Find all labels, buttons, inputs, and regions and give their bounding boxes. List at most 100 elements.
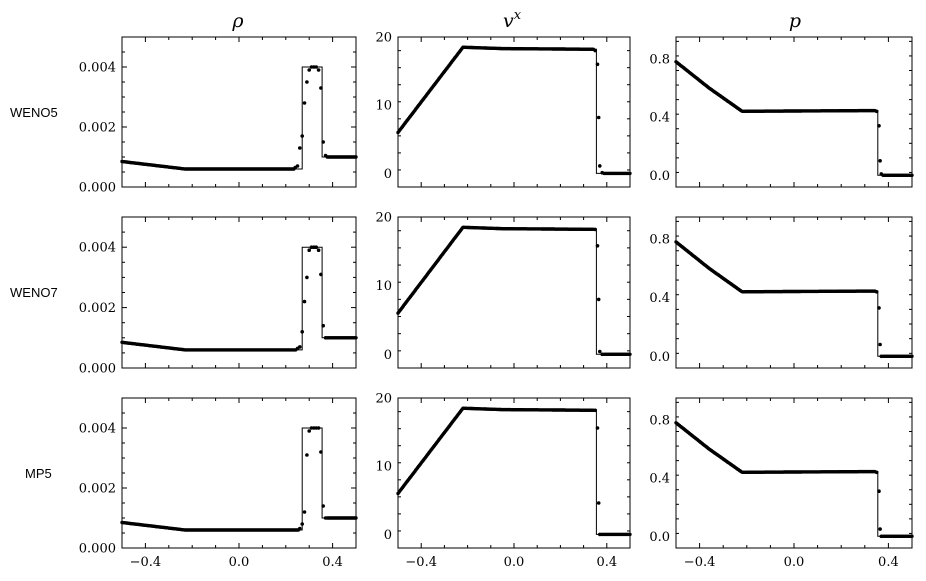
axes-frame	[397, 397, 631, 549]
data-point	[595, 426, 600, 430]
data-point	[598, 349, 602, 354]
x-tick-label: −0.4	[684, 555, 716, 570]
y-tick-label: 0	[384, 348, 392, 363]
row-label-weno5: WENO5	[10, 105, 58, 120]
x-tick-label: −0.4	[130, 555, 162, 570]
data-point	[314, 65, 319, 69]
data-point	[319, 450, 323, 454]
y-tick-label: 0.004	[79, 241, 116, 256]
y-tick-label: 10	[375, 460, 392, 475]
y-tick-label: 10	[375, 99, 392, 114]
exact-solution-line	[675, 422, 912, 537]
exact-solution-line	[121, 66, 356, 170]
data-point	[323, 153, 328, 158]
y-tick-label: 0.4	[649, 111, 670, 126]
exact-solution-line	[675, 61, 912, 176]
exact-solution-line	[121, 427, 356, 531]
x-tick-label: 0.4	[596, 555, 617, 570]
data-point	[877, 306, 881, 310]
data-point	[598, 532, 602, 537]
row-label-mp5: MP5	[25, 466, 52, 481]
y-tick-label: 0.8	[649, 232, 670, 247]
data-point	[295, 164, 300, 168]
data-point	[874, 290, 879, 294]
y-tick-label: 0.002	[79, 482, 116, 497]
data-point	[879, 354, 884, 359]
y-tick-label: 0.8	[649, 413, 670, 428]
y-tick-label: 0.002	[79, 301, 116, 316]
panel-weno5-1: 0 10 20	[375, 31, 632, 188]
data-point	[874, 470, 879, 475]
x-tick-label: 0.0	[784, 555, 805, 570]
y-tick-label: 0.4	[649, 291, 670, 306]
panel-weno7-0: 0.000 0.002 0.004	[79, 216, 358, 377]
panel-weno5-2: 0.0 0.4 0.8	[649, 36, 914, 188]
data-point	[302, 510, 307, 514]
x-tick-label: 0.4	[322, 555, 343, 570]
panel-mp5-2: 0.0 0.4 0.8 −0.4 0.0 0.4	[649, 397, 914, 570]
axes-frame	[397, 36, 631, 188]
panel-weno7-2: 0.0 0.4 0.8	[649, 216, 914, 369]
y-tick-label: 20	[375, 211, 392, 226]
data-point	[879, 534, 884, 539]
data-point	[319, 272, 323, 277]
y-tick-label: 0.000	[79, 542, 116, 557]
data-point	[305, 80, 309, 84]
data-point	[300, 134, 305, 138]
data-point	[314, 245, 319, 249]
data-point	[593, 48, 597, 53]
panels-container: 0.0000.0020.004010200.00.40.80.0000.0020…	[79, 31, 914, 570]
data-point	[874, 109, 879, 114]
data-point	[593, 227, 597, 232]
data-point	[595, 62, 600, 67]
data-point	[600, 170, 604, 175]
data-point	[302, 299, 307, 304]
exact-solution-line	[397, 226, 630, 355]
panel-weno7-1: 0 10 20	[375, 211, 632, 369]
data-point	[316, 248, 321, 252]
data-point	[878, 159, 882, 163]
panel-mp5-1: 0 10 20 −0.4 0.0 0.4	[375, 392, 632, 570]
data-point	[600, 352, 604, 357]
data-point	[596, 297, 601, 302]
data-point	[593, 408, 597, 413]
y-tick-label: 0.0	[649, 530, 670, 545]
data-point	[300, 330, 305, 334]
data-point	[300, 522, 305, 526]
data-point	[877, 489, 881, 494]
y-tick-label: 0.4	[649, 472, 670, 487]
data-point	[879, 172, 884, 176]
data-point	[321, 140, 326, 144]
y-tick-label: 0.000	[79, 181, 116, 196]
exact-solution-line	[675, 241, 912, 357]
data-point	[598, 164, 602, 168]
data-point	[323, 516, 328, 520]
data-point	[878, 342, 882, 347]
panel-weno5-0: 0.000 0.002 0.004	[79, 36, 358, 196]
data-point	[305, 453, 309, 457]
data-point	[877, 124, 881, 128]
data-point	[307, 68, 312, 72]
data-point	[321, 504, 326, 508]
column-title-vx: vx	[503, 8, 522, 32]
y-tick-label: 20	[375, 31, 392, 46]
x-tick-label: 0.4	[878, 555, 899, 570]
data-point	[305, 275, 309, 280]
data-point	[595, 244, 600, 248]
x-tick-label: 0.0	[229, 555, 250, 570]
y-tick-label: 20	[375, 392, 392, 407]
y-tick-label: 0.0	[649, 169, 670, 184]
data-point	[321, 323, 326, 328]
y-tick-label: 0.0	[649, 350, 670, 365]
y-tick-label: 0	[384, 528, 392, 543]
column-title-rho: ρ	[231, 10, 244, 32]
data-point	[302, 101, 307, 105]
panel-mp5-0: 0.000 0.002 0.004 −0.4 0.0 0.4	[79, 397, 358, 570]
data-point	[878, 527, 882, 531]
data-point	[307, 248, 312, 252]
row-label-weno7: WENO7	[10, 285, 58, 300]
data-point	[307, 429, 312, 433]
axes-frame	[397, 216, 631, 369]
data-point	[298, 146, 302, 150]
data-point	[298, 345, 302, 349]
